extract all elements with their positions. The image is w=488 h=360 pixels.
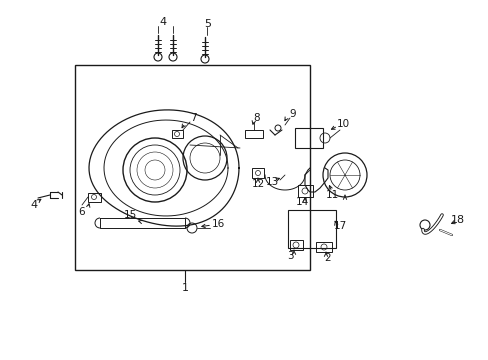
Text: 1: 1: [181, 283, 188, 293]
Text: 14: 14: [295, 197, 308, 207]
Text: 17: 17: [333, 221, 346, 231]
Text: 12: 12: [251, 179, 264, 189]
Bar: [75, 65, 309, 270]
Text: 3: 3: [286, 251, 293, 261]
Text: 9: 9: [289, 109, 296, 119]
Bar: [297, 185, 312, 197]
Text: 6: 6: [79, 207, 85, 217]
Text: 11: 11: [325, 190, 338, 200]
Text: 4: 4: [159, 17, 166, 27]
Bar: [244, 130, 263, 138]
Bar: [289, 240, 303, 250]
Bar: [88, 193, 101, 202]
Text: 7: 7: [189, 113, 196, 123]
Text: 15: 15: [123, 210, 136, 220]
Bar: [287, 210, 335, 248]
Text: 2: 2: [324, 253, 331, 263]
Text: 4: 4: [30, 200, 38, 210]
Bar: [172, 130, 183, 138]
Bar: [251, 168, 264, 178]
Text: 10: 10: [336, 119, 349, 129]
Text: 8: 8: [253, 113, 260, 123]
Text: 18: 18: [450, 215, 464, 225]
Text: 13: 13: [265, 177, 278, 187]
Text: 16: 16: [211, 219, 224, 229]
Text: 5: 5: [204, 19, 211, 29]
Bar: [315, 242, 331, 252]
Bar: [294, 128, 323, 148]
